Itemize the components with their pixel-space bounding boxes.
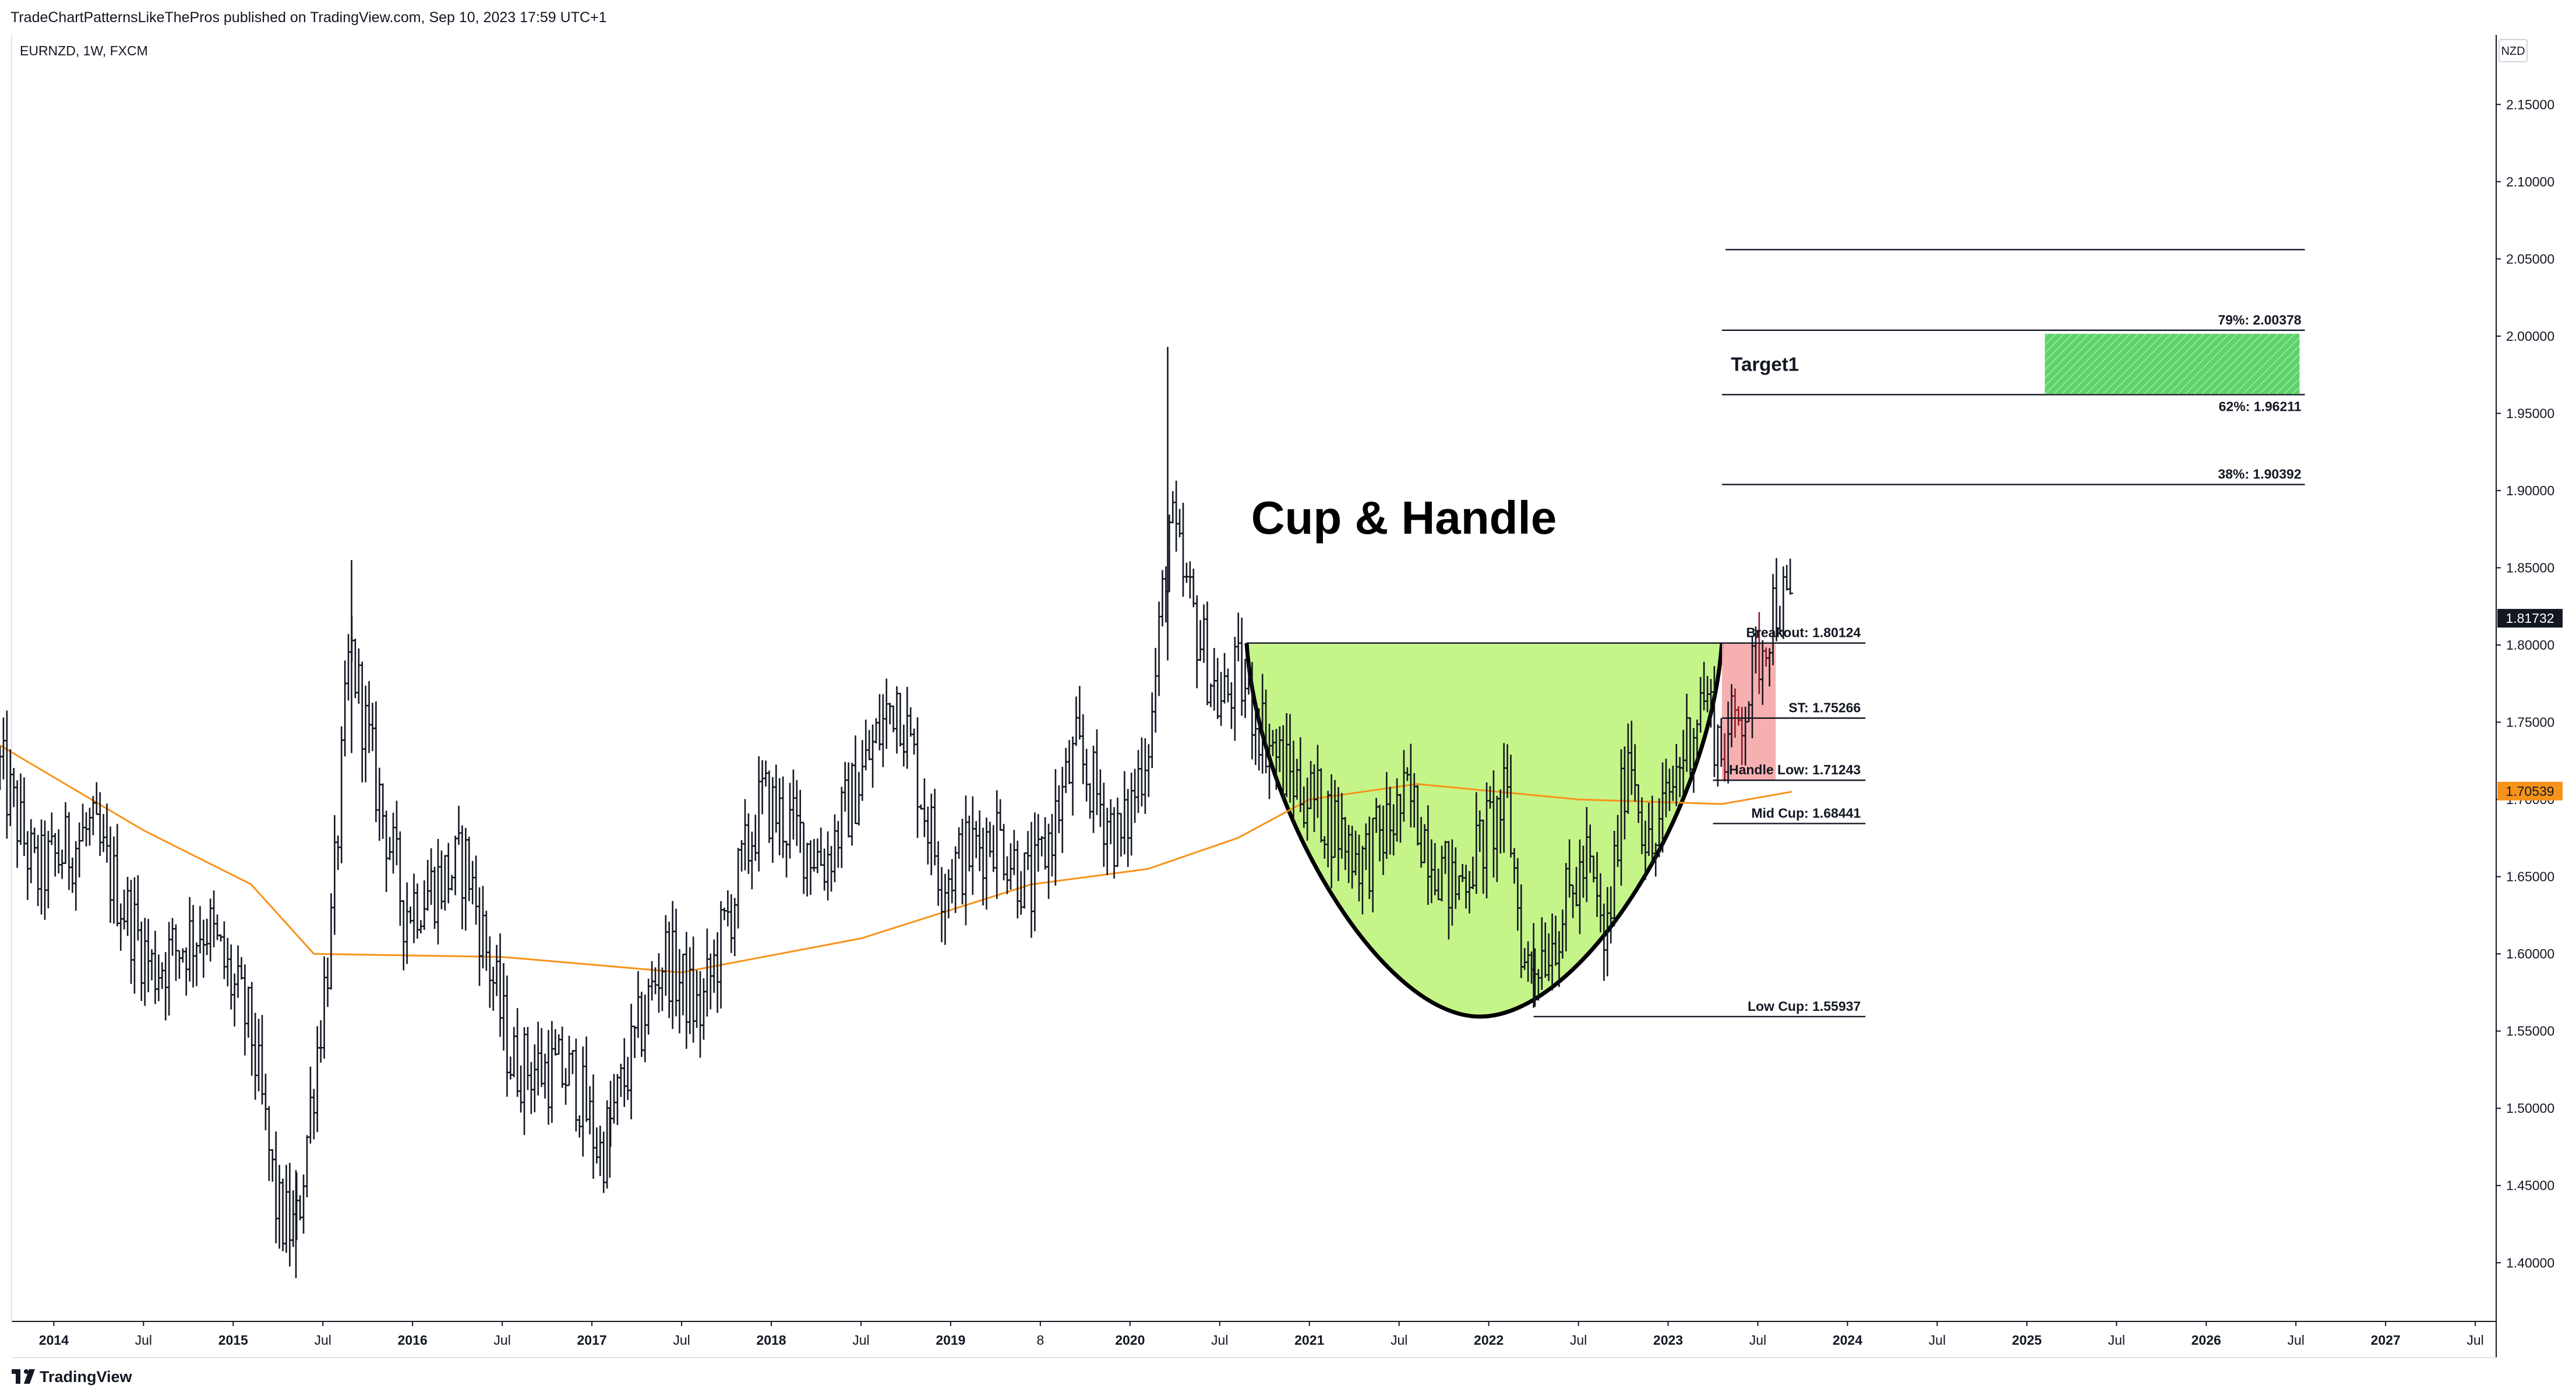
- x-axis-tick-label: Jul: [135, 1332, 152, 1348]
- last-price-badge: [2497, 609, 2563, 628]
- x-axis-tick-label: 2017: [577, 1332, 607, 1348]
- cup-pattern: [1244, 643, 1724, 1019]
- x-axis-tick-label: Jul: [1570, 1332, 1587, 1348]
- x-axis-tick-label: 2021: [1294, 1332, 1324, 1348]
- y-axis-tick-label: 1.80000: [2506, 637, 2554, 653]
- time-scale[interactable]: 2014 Jul 2015 Jul 2016 Jul 2017 Jul 2018 Jul 2019 8…: [39, 1321, 2484, 1348]
- y-axis-tick-label: 1.90000: [2506, 483, 2554, 498]
- x-axis-tick-label: 2022: [1474, 1332, 1504, 1348]
- target-label: Target1: [1731, 354, 1799, 375]
- x-axis-tick-label: Jul: [315, 1332, 331, 1348]
- target-zone: Target1: [1731, 333, 2300, 394]
- target-box: [2045, 333, 2300, 394]
- y-axis-tick-label: 1.50000: [2506, 1101, 2554, 1116]
- x-axis-tick-label: 2016: [398, 1332, 428, 1348]
- x-axis-tick-label: Jul: [2108, 1332, 2125, 1348]
- x-axis-tick-label: 2023: [1653, 1332, 1683, 1348]
- y-axis-tick-label: 2.00000: [2506, 329, 2554, 344]
- y-axis-tick-label: 1.60000: [2506, 946, 2554, 961]
- currency-label: NZD: [2501, 45, 2525, 58]
- tradingview-logo[interactable]: TradingView: [12, 1368, 133, 1386]
- published-by-text: TradeChartPatternsLikeThePros published …: [10, 9, 607, 26]
- y-axis-tick-label: 2.05000: [2506, 251, 2554, 266]
- x-axis-tick-label: Jul: [1749, 1332, 1766, 1348]
- y-axis-tick-label: 1.55000: [2506, 1024, 2554, 1039]
- x-axis-tick-label: Jul: [493, 1332, 510, 1348]
- y-axis-tick-label: 1.75000: [2506, 715, 2554, 730]
- level-lines: Breakout: 1.80124 ST: 1.75266 Handle Low: …: [1246, 625, 1866, 1018]
- x-axis-tick-label: 2027: [2371, 1332, 2401, 1348]
- fib-level-label: 79%: 2.00378: [2218, 312, 2301, 327]
- moving-average-badge: [2497, 781, 2563, 801]
- x-axis-tick-label: 2025: [2012, 1332, 2042, 1348]
- x-axis-tick-label: Jul: [1391, 1332, 1407, 1348]
- x-axis-tick-label: 8: [1036, 1332, 1044, 1348]
- cup-outline: [1244, 643, 1724, 1019]
- x-axis-tick-label: 2014: [39, 1332, 69, 1348]
- y-axis-tick-label: 1.65000: [2506, 869, 2554, 884]
- y-axis-tick-label: 2.15000: [2506, 97, 2554, 112]
- symbol-info[interactable]: EURNZD, 1W, FXCM: [20, 43, 148, 58]
- chart-title: Cup & Handle: [1251, 492, 1557, 544]
- last-price-label: 1.81732: [2506, 611, 2554, 626]
- x-axis-tick-label: Jul: [1929, 1332, 1946, 1348]
- level-label: Mid Cup: 1.68441: [1751, 805, 1861, 820]
- moving-average-value-label: 1.70539: [2506, 784, 2554, 799]
- x-axis-tick-label: Jul: [2466, 1332, 2483, 1348]
- x-axis-tick-label: Jul: [1211, 1332, 1228, 1348]
- currency-badge[interactable]: [2499, 39, 2528, 62]
- x-axis-tick-label: Jul: [2287, 1332, 2304, 1348]
- level-label: Low Cup: 1.55937: [1748, 999, 1861, 1014]
- y-axis-tick-label: 1.85000: [2506, 560, 2554, 575]
- y-axis-tick-label: 1.45000: [2506, 1178, 2554, 1193]
- x-axis-tick-label: 2026: [2192, 1332, 2221, 1348]
- x-axis-tick-label: Jul: [852, 1332, 869, 1348]
- x-axis-tick-label: 2019: [936, 1332, 965, 1348]
- tradingview-logo-icon: [12, 1369, 35, 1384]
- level-label: Handle Low: 1.71243: [1729, 762, 1861, 777]
- x-axis-tick-label: Jul: [673, 1332, 690, 1348]
- y-axis-tick-label: 1.95000: [2506, 406, 2554, 421]
- fib-level-label: 38%: 1.90392: [2218, 467, 2301, 482]
- x-axis-tick-label: 2024: [1833, 1332, 1862, 1348]
- price-bars: [0, 347, 1794, 1278]
- x-axis-tick-label: 2018: [756, 1332, 786, 1348]
- tradingview-logo-text: TradingView: [40, 1368, 133, 1386]
- y-axis-tick-label: 2.10000: [2506, 174, 2554, 189]
- y-axis-tick-label: 1.40000: [2506, 1255, 2554, 1270]
- fib-level-label: 62%: 1.96211: [2219, 399, 2302, 414]
- level-label: Breakout: 1.80124: [1746, 625, 1861, 640]
- x-axis-tick-label: 2015: [218, 1332, 248, 1348]
- cup-fill: [1246, 643, 1722, 1017]
- x-axis-tick-label: 2020: [1115, 1332, 1145, 1348]
- level-label: ST: 1.75266: [1788, 700, 1861, 715]
- fib-levels: 79%: 2.00378 62%: 1.96211 38%: 1.90392: [1721, 249, 2305, 485]
- price-scale[interactable]: 2.15000 2.10000 2.05000 2.00000 1.95000 1.900…: [2496, 97, 2563, 1270]
